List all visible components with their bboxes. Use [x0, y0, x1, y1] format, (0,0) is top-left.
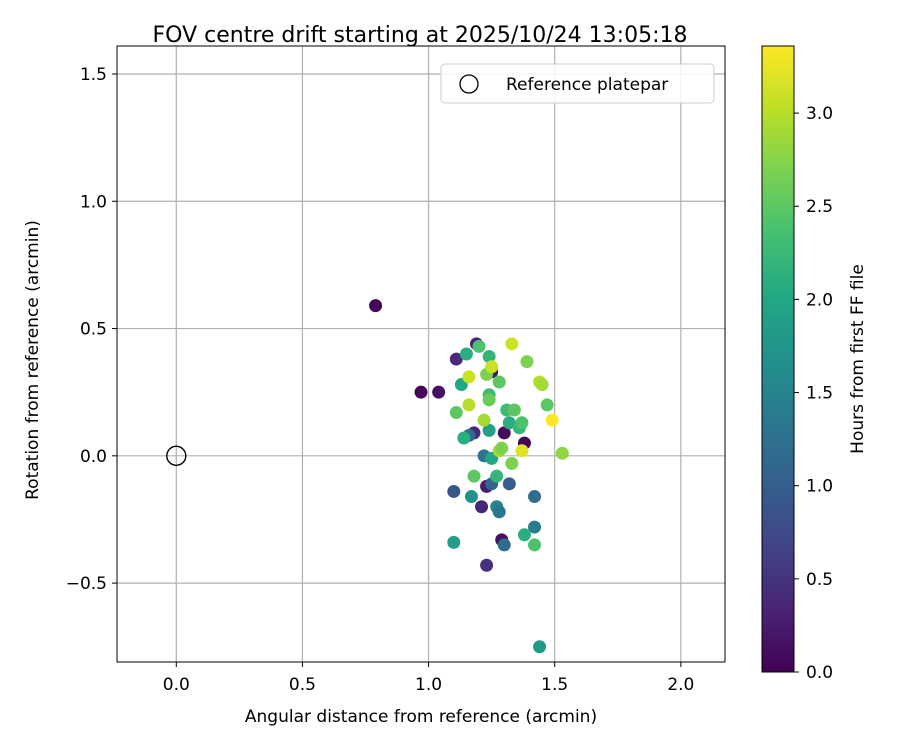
- y-tick-label: 1.0: [80, 192, 107, 212]
- scatter-point: [545, 413, 559, 427]
- x-axis-ticks: 0.0 0.5 1.0 1.5 2.0: [163, 662, 694, 695]
- scatter-point: [462, 370, 476, 384]
- scatter-point: [482, 350, 496, 364]
- plot-frame: [116, 45, 726, 663]
- y-tick-label: 1.5: [80, 65, 107, 85]
- reference-point-marker: [166, 445, 187, 467]
- colorbar: [762, 46, 794, 672]
- scatter-point: [462, 398, 476, 412]
- scatter-point: [497, 426, 511, 440]
- colorbar-tick-label: 2.0: [806, 290, 833, 310]
- legend-entry-label: Reference platepar: [506, 75, 668, 95]
- scatter-point: [495, 441, 509, 455]
- scatter-point: [528, 538, 542, 552]
- y-tick-label: 0.5: [80, 320, 107, 340]
- scatter-point: [464, 490, 478, 504]
- scatter-point: [533, 640, 547, 654]
- scatter-point: [505, 337, 519, 351]
- grid: [117, 46, 725, 662]
- scatter-point: [475, 500, 489, 514]
- y-axis-ticks: −0.5 0.0 0.5 1.0 1.5: [66, 65, 117, 594]
- y-axis-label: Rotation from reference (arcmin): [23, 220, 43, 500]
- scatter-point: [520, 355, 534, 369]
- scatter-point: [528, 490, 542, 504]
- scatter-point: [535, 378, 549, 392]
- x-tick-label: 0.5: [289, 675, 316, 695]
- colorbar-tick-label: 3.0: [806, 104, 833, 124]
- reference-layer: [166, 445, 187, 467]
- legend: Reference platepar: [440, 63, 715, 104]
- scatter-point: [528, 520, 542, 534]
- colorbar-frame: [761, 45, 795, 673]
- scatter-point: [482, 393, 496, 407]
- scatter-points: [369, 299, 569, 654]
- colorbar-tick-label: 0.5: [806, 570, 833, 590]
- scatter-point: [477, 413, 491, 427]
- scatter-point: [480, 558, 494, 572]
- y-tick-label: 0.0: [80, 447, 107, 467]
- scatter-point: [447, 484, 461, 498]
- colorbar-label: Hours from first FF file: [848, 264, 868, 454]
- scatter-point: [369, 299, 383, 313]
- scatter-point: [467, 469, 481, 483]
- y-tick-label: −0.5: [66, 574, 107, 594]
- scatter-point: [490, 469, 504, 483]
- scatter-point: [540, 398, 554, 412]
- colorbar-tick-label: 2.5: [806, 197, 833, 217]
- scatter-point: [497, 538, 511, 552]
- scatter-point: [482, 423, 496, 437]
- scatter-point: [459, 347, 473, 361]
- scatter-point: [517, 528, 531, 542]
- x-tick-label: 1.5: [541, 675, 568, 695]
- colorbar-tick-label: 1.5: [806, 384, 833, 404]
- scatter-point: [449, 352, 463, 366]
- scatter-point: [457, 431, 471, 445]
- legend-reference-marker: [459, 74, 479, 94]
- scatter-point: [414, 385, 428, 399]
- scatter-point: [507, 403, 521, 417]
- scatter-point: [485, 360, 499, 374]
- scatter-point: [515, 444, 529, 458]
- colorbar-tick-label: 0.0: [806, 663, 833, 683]
- scatter-point: [447, 535, 461, 549]
- colorbar-tick-label: 1.0: [806, 477, 833, 497]
- scatter-point: [515, 416, 529, 430]
- scatter-point: [432, 385, 446, 399]
- colorbar-ticks: 0.0 0.5 1.0 1.5 2.0 2.5 3.0: [794, 104, 833, 683]
- x-tick-label: 1.0: [415, 675, 442, 695]
- legend-box: [440, 63, 715, 104]
- x-axis-label: Angular distance from reference (arcmin): [245, 707, 597, 727]
- scatter-point: [555, 446, 569, 460]
- x-tick-label: 0.0: [163, 675, 190, 695]
- scatter-point: [492, 505, 506, 519]
- scatter-point: [502, 416, 516, 430]
- scatter-point: [449, 406, 463, 420]
- scatter-point: [492, 375, 506, 389]
- chart-title: FOV centre drift starting at 2025/10/24 …: [153, 23, 688, 48]
- x-tick-label: 2.0: [667, 675, 694, 695]
- scatter-point: [502, 477, 516, 491]
- scatter-point: [472, 339, 486, 353]
- scatter-point: [505, 456, 519, 470]
